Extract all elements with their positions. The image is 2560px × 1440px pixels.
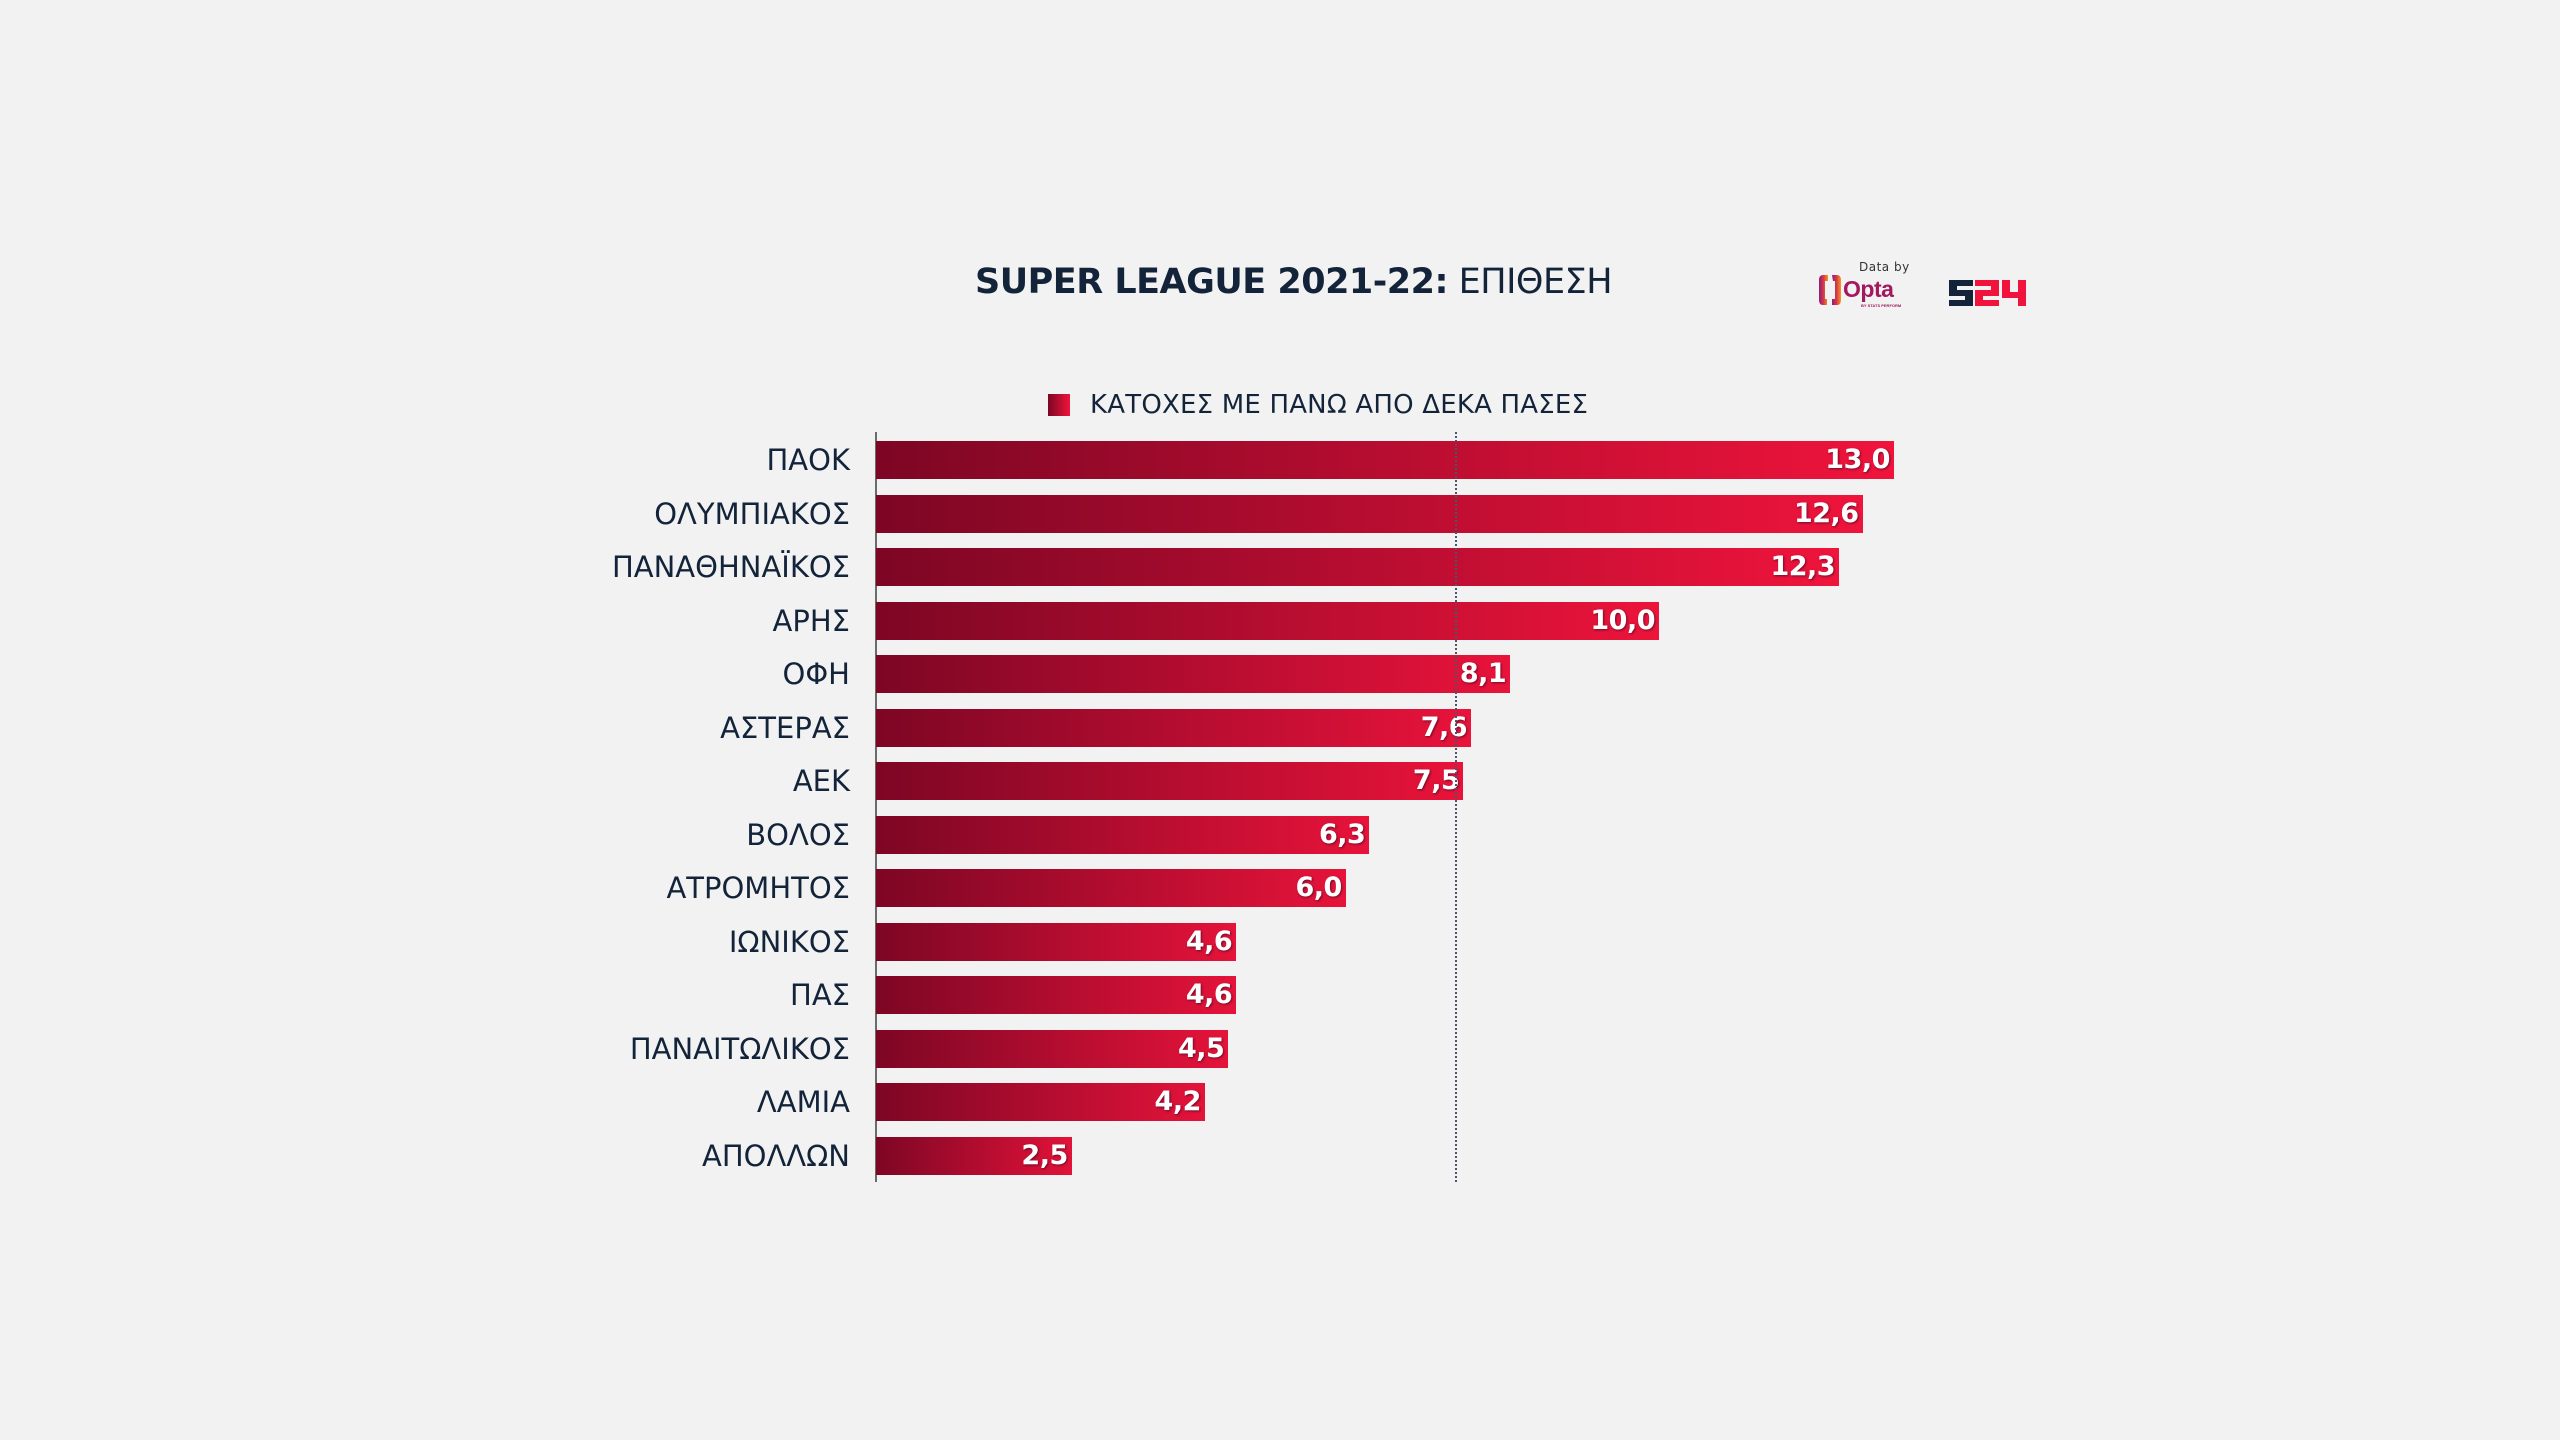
category-label: ΠΑΟΚ <box>766 443 851 477</box>
bar <box>876 1136 1072 1175</box>
bar <box>876 708 1472 747</box>
branding: Data by Opta BY STATS PERFORM <box>1815 258 2035 318</box>
data-label: 6,3 <box>1318 818 1366 850</box>
data-label: 7,6 <box>1420 711 1468 743</box>
chart-title: SUPER LEAGUE 2021-22: ΕΠΙΘΕΣΗ <box>975 262 1613 302</box>
s24-2-glyph <box>1975 280 1999 306</box>
category-label: ΑΠΟΛΛΩΝ <box>701 1138 850 1173</box>
data-label: 4,6 <box>1185 925 1233 957</box>
bar <box>876 655 1511 693</box>
data-label: 2,5 <box>1021 1139 1068 1171</box>
s24-4-glyph <box>2002 280 2026 306</box>
bar <box>876 1083 1205 1121</box>
category-label: ΒΟΛΟΣ <box>746 817 850 852</box>
data-label: 10,0 <box>1590 604 1655 636</box>
category-label: ΙΩΝΙΚΟΣ <box>728 924 850 959</box>
category-label: ΠΑΝΑΘΗΝΑΪΚΟΣ <box>611 550 850 584</box>
average-reference-line <box>1455 432 1458 1182</box>
data-label: 12,3 <box>1770 551 1836 582</box>
data-label: 4,6 <box>1185 979 1233 1010</box>
legend: ΚΑΤΟΧΕΣ ΜΕ ΠΑΝΩ ΑΠΟ ΔΕΚΑ ΠΑΣΕΣ <box>1048 390 1588 420</box>
bar <box>876 1029 1229 1068</box>
bar <box>876 441 1894 479</box>
bar <box>876 494 1863 533</box>
bar <box>876 976 1237 1014</box>
category-label: ΑΕΚ <box>792 764 850 798</box>
data-label: 4,2 <box>1154 1086 1202 1117</box>
legend-label: ΚΑΤΟΧΕΣ ΜΕ ΠΑΝΩ ΑΠΟ ΔΕΚΑ ΠΑΣΕΣ <box>1090 390 1589 420</box>
category-label: ΑΤΡΟΜΗΤΟΣ <box>666 871 850 905</box>
category-label: ΟΦΗ <box>782 657 850 691</box>
category-label: ΛΑΜΙΑ <box>756 1085 850 1119</box>
s24-logo <box>1949 280 2026 306</box>
legend-swatch <box>1048 394 1070 416</box>
data-label: 7,5 <box>1412 765 1460 796</box>
s24-s-glyph <box>1949 280 1973 306</box>
category-label: ΑΣΤΕΡΑΣ <box>720 710 850 745</box>
bar <box>876 548 1840 586</box>
bar <box>876 869 1346 907</box>
data-label: 13,0 <box>1825 444 1890 475</box>
data-label: 8,1 <box>1459 658 1507 689</box>
opta-logo-icon <box>1819 275 1841 305</box>
bar <box>876 815 1370 854</box>
opta-subtitle: BY STATS PERFORM <box>1861 303 1902 308</box>
category-label: ΟΛΥΜΠΙΑΚΟΣ <box>654 496 850 531</box>
opta-logo-text: Opta <box>1843 276 1894 302</box>
data-by-label: Data by <box>1859 260 1910 274</box>
category-label: ΠΑΝΑΙΤΩΛΙΚΟΣ <box>629 1031 850 1066</box>
title-regular: ΕΠΙΘΕΣΗ <box>1458 262 1613 302</box>
data-label: 12,6 <box>1793 497 1859 529</box>
bar <box>876 762 1464 800</box>
category-label: ΑΡΗΣ <box>772 603 850 638</box>
y-axis-line <box>875 432 877 1182</box>
bar <box>876 922 1237 961</box>
bar <box>876 601 1659 640</box>
data-label: 6,0 <box>1295 872 1342 903</box>
title-bold: SUPER LEAGUE 2021-22: <box>975 262 1449 302</box>
category-label: ΠΑΣ <box>790 978 850 1012</box>
data-label: 4,5 <box>1178 1032 1225 1064</box>
